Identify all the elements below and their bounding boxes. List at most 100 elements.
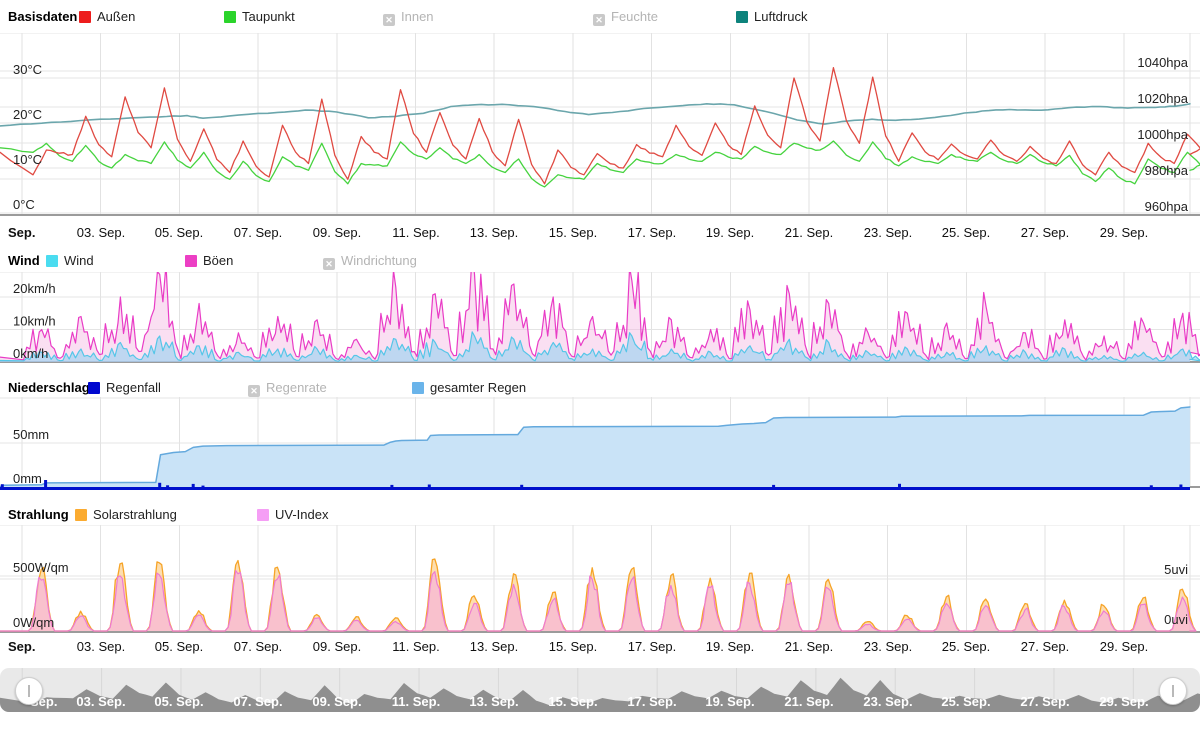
legend-color-swatch [79, 11, 91, 23]
axis-tick-label: 0km/h [13, 346, 48, 361]
legend-item-luftdruck[interactable]: Luftdruck [736, 9, 807, 24]
x-axis-lead-label: Sep. [8, 639, 36, 654]
x-axis-label: 23. Sep. [863, 639, 913, 654]
x-axis-label: 07. Sep. [233, 225, 283, 240]
x-axis-label: 19. Sep. [705, 639, 755, 654]
disabled-x-icon: ✕ [248, 385, 260, 397]
legend-item-feuchte[interactable]: ✕ Feuchte [593, 9, 658, 26]
legend-item-label: Innen [401, 9, 434, 24]
x-axis-lead-label: Sep. [8, 225, 36, 240]
legend-item-label: Außen [97, 9, 136, 24]
x-axis-label: 29. Sep. [1099, 639, 1149, 654]
x-axis-label: 19. Sep. [705, 225, 755, 240]
legend-color-swatch [224, 11, 236, 23]
x-axis-label: 11. Sep. [392, 639, 440, 654]
x-axis-label: 15. Sep. [548, 225, 598, 240]
legend-item-label: Wind [64, 253, 94, 268]
axis-tick-label: 0W/qm [13, 615, 54, 630]
legend-color-swatch [412, 382, 424, 394]
legend-item-au-en[interactable]: Außen [79, 9, 135, 24]
legend-item-label: Windrichtung [341, 253, 417, 268]
navigator[interactable] [0, 668, 1200, 712]
legend-item-taupunkt[interactable]: Taupunkt [224, 9, 295, 24]
navigator-handle-left[interactable] [15, 677, 43, 705]
legend-item-regenrate[interactable]: ✕ Regenrate [248, 380, 327, 397]
legend-color-swatch [75, 509, 87, 521]
x-axis-labels-basisdaten: Sep. 03. Sep. 05. Sep. 07. Sep. 09. Sep. 11. … [0, 225, 1200, 241]
legend-row-niederschlag: Niederschlag Regenfall ✕ Regenrate gesamter… [0, 380, 1200, 397]
x-axis-label: 25. Sep. [941, 639, 991, 654]
legend-item-windrichtung[interactable]: ✕ Windrichtung [323, 253, 417, 270]
axis-tick-label: 0uvi [1164, 612, 1188, 627]
legend-item-label: gesamter Regen [430, 380, 527, 395]
navigator-handle-right[interactable] [1159, 677, 1187, 705]
legend-item-label: Böen [203, 253, 234, 268]
chart-title-wind: Wind [8, 253, 40, 268]
legend-item-label: Luftdruck [754, 9, 808, 24]
x-axis-label: 11. Sep. [392, 225, 440, 240]
legend-color-swatch [257, 509, 269, 521]
legend-item-label: UV-Index [275, 507, 329, 522]
basisdaten-plot[interactable]: 0°C 10°C 20°C 30°C 960hpa 980hpa 1000hpa 1020hp… [0, 33, 1200, 223]
legend-row-basisdaten: Basisdaten Außen Taupunkt ✕ Innen ✕ Feuchte Lu… [0, 9, 1200, 26]
legend-item-label: Regenrate [266, 380, 327, 395]
x-axis-label: 03. Sep. [76, 639, 126, 654]
legend-item-label: Feuchte [611, 9, 658, 24]
disabled-x-icon: ✕ [323, 258, 335, 270]
axis-tick-label: 0°C [13, 197, 35, 212]
disabled-x-icon: ✕ [383, 14, 395, 26]
legend-item-gesamter-regen[interactable]: gesamter Regen [412, 380, 526, 395]
legend-color-swatch [736, 11, 748, 23]
x-axis-label: 17. Sep. [627, 225, 677, 240]
legend-item-innen[interactable]: ✕ Innen [383, 9, 434, 26]
axis-tick-label: 0mm [13, 471, 42, 486]
x-axis-label: 03. Sep. [76, 225, 126, 240]
legend-color-swatch [185, 255, 197, 267]
niederschlag-plot[interactable]: 0mm 50mm [0, 397, 1200, 491]
legend-item-label: Taupunkt [242, 9, 295, 24]
x-axis-label: 21. Sep. [784, 225, 834, 240]
x-axis-label: 15. Sep. [548, 639, 598, 654]
x-axis-label: 27. Sep. [1020, 225, 1070, 240]
axis-tick-label: 10°C [13, 152, 42, 167]
legend-item-solarstrahlung[interactable]: Solarstrahlung [75, 507, 177, 522]
x-axis-label: 25. Sep. [941, 225, 991, 240]
legend-item-b-en[interactable]: Böen [185, 253, 233, 268]
legend-item-uv-index[interactable]: UV-Index [257, 507, 328, 522]
axis-tick-label: 960hpa [1145, 199, 1189, 214]
legend-item-label: Regenfall [106, 380, 161, 395]
x-axis-label: 09. Sep. [312, 639, 362, 654]
legend-item-regenfall[interactable]: Regenfall [88, 380, 161, 395]
wind-plot[interactable]: 0km/h 10km/h 20km/h [0, 272, 1200, 367]
legend-row-wind: Wind Wind Böen ✕ Windrichtung [0, 253, 1200, 270]
x-axis-label: 13. Sep. [469, 639, 519, 654]
navigator-overview-area [0, 668, 1200, 712]
x-axis-label: 07. Sep. [233, 639, 283, 654]
legend-item-wind[interactable]: Wind [46, 253, 94, 268]
axis-tick-label: 1040hpa [1137, 55, 1188, 70]
axis-tick-label: 1020hpa [1137, 91, 1188, 106]
chart-title-basisdaten: Basisdaten [8, 9, 78, 24]
legend-row-strahlung: Strahlung Solarstrahlung UV-Index [0, 507, 1200, 524]
x-axis-label: 27. Sep. [1020, 639, 1070, 654]
axis-tick-label: 500W/qm [13, 560, 69, 575]
legend-color-swatch [46, 255, 58, 267]
disabled-x-icon: ✕ [593, 14, 605, 26]
x-axis-label: 09. Sep. [312, 225, 362, 240]
x-axis-label: 05. Sep. [154, 639, 204, 654]
x-axis-label: 21. Sep. [784, 639, 834, 654]
axis-tick-label: 980hpa [1145, 163, 1189, 178]
axis-tick-label: 10km/h [13, 314, 56, 329]
strahlung-plot[interactable]: 0W/qm 500W/qm 0uvi 5uvi [0, 525, 1200, 635]
legend-item-label: Solarstrahlung [93, 507, 177, 522]
axis-tick-label: 20°C [13, 107, 42, 122]
axis-tick-label: 20km/h [13, 281, 56, 296]
axis-tick-label: 30°C [13, 62, 42, 77]
axis-tick-label: 1000hpa [1137, 127, 1188, 142]
x-axis-label: 29. Sep. [1099, 225, 1149, 240]
x-axis-label: 17. Sep. [627, 639, 677, 654]
axis-tick-label: 50mm [13, 427, 49, 442]
chart-title-niederschlag: Niederschlag [8, 380, 90, 395]
x-axis-label: 23. Sep. [863, 225, 913, 240]
